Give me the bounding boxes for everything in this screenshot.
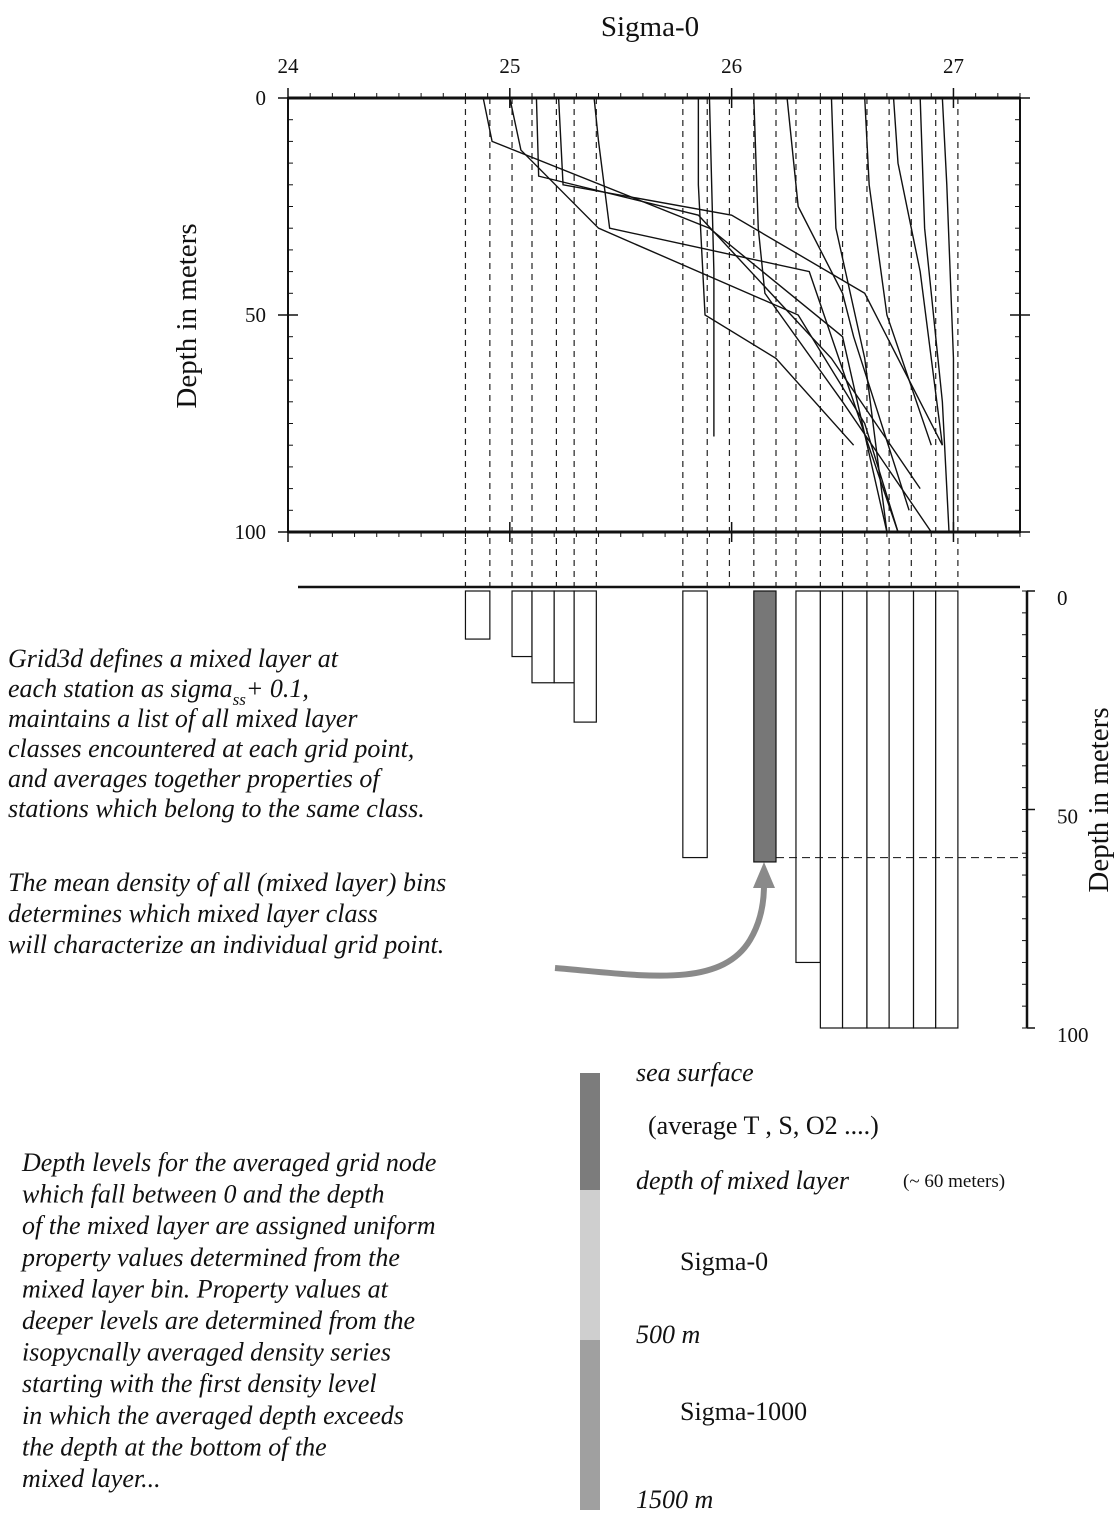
text-line: stations which belong to the same class. (8, 794, 425, 823)
text-line: in which the averaged depth exceeds (22, 1401, 404, 1430)
top-y-label: Depth in meters (171, 223, 203, 408)
x-tick-label: 24 (278, 54, 300, 78)
bar (866, 590, 890, 1029)
legend-text: 500 m (636, 1320, 700, 1349)
y-tick-label: 50 (245, 303, 266, 327)
legend-text: Sigma-1000 (680, 1397, 807, 1426)
text-line: mixed layer bin. Property values at (22, 1274, 389, 1303)
text-line: mixed layer... (22, 1464, 161, 1493)
top-title: Sigma-0 (601, 11, 699, 43)
legend-text: (average T , S, O2 ....) (648, 1111, 879, 1140)
x-tick-label: 26 (721, 54, 742, 78)
text-line: starting with the first density level (22, 1369, 377, 1398)
text-line: will characterize an individual grid poi… (8, 930, 444, 959)
text-line: which fall between 0 and the depth (22, 1180, 385, 1209)
text-line: classes encountered at each grid point, (8, 734, 414, 763)
legend-text: depth of mixed layer (636, 1166, 850, 1195)
bar (888, 590, 915, 1029)
bar (935, 590, 959, 1029)
text-line: Grid3d defines a mixed layer at (8, 644, 339, 673)
y-tick-label: 0 (256, 86, 267, 110)
bar (819, 590, 844, 1029)
text-line: deeper levels are determined from the (22, 1306, 415, 1335)
bar (841, 590, 868, 1029)
text-line: property values determined from the (20, 1243, 400, 1272)
bar (753, 590, 777, 863)
profile-line (753, 97, 932, 533)
text-part: each station as sigma (8, 674, 233, 703)
legend-text: 1500 m (636, 1485, 713, 1514)
text-line: of the mixed layer are assigned uniform (22, 1211, 436, 1240)
y-tick-label: 100 (235, 520, 267, 544)
legend-band-mixed (580, 1073, 600, 1190)
profile-line (830, 97, 888, 533)
text-line: the depth at the bottom of the (22, 1432, 327, 1461)
profile-line (535, 97, 921, 489)
x-tick-label: 25 (499, 54, 520, 78)
profile-line (941, 97, 955, 532)
profile-line (509, 97, 899, 533)
legend-text: (~ 60 meters) (903, 1171, 1005, 1192)
arrow (554, 884, 767, 979)
y-tick-label: 100 (1057, 1023, 1089, 1047)
y-tick-label: 50 (1057, 805, 1078, 829)
legend-band-sigma0 (580, 1190, 600, 1340)
y-tick-label: 0 (1057, 586, 1068, 610)
profile-line (697, 98, 855, 446)
bottom-y-label: Depth in meters (1083, 707, 1115, 892)
bar (573, 590, 597, 723)
text-part: + 0.1, (246, 674, 309, 703)
legend-band-sigma1000 (580, 1340, 600, 1510)
profile-line (892, 97, 944, 446)
profile-line (482, 97, 888, 533)
bar (795, 590, 821, 964)
bar (511, 590, 533, 658)
bar (912, 590, 937, 1029)
plot-frame (287, 97, 1021, 533)
text-line: and averages together properties of (8, 764, 383, 793)
profile-line (557, 97, 943, 446)
profile-line (919, 97, 950, 533)
legend-text: sea surface (636, 1058, 754, 1087)
text-line: The mean density of all (mixed layer) bi… (8, 868, 446, 897)
profile-line (708, 97, 715, 437)
bar (553, 590, 575, 684)
profile-line (786, 97, 910, 511)
text-line: isopycnally averaged density series (22, 1338, 391, 1367)
profile-line (593, 97, 899, 533)
text-line: each station as sigmass+ 0.1, (8, 674, 309, 709)
legend-text: Sigma-0 (680, 1247, 768, 1276)
subscript: ss (233, 690, 247, 709)
bar (682, 590, 708, 859)
bar (531, 590, 555, 684)
profile-line (864, 97, 932, 446)
text-line: Depth levels for the averaged grid node (21, 1148, 436, 1177)
text-line: determines which mixed layer class (8, 899, 378, 928)
x-tick-label: 27 (943, 54, 964, 78)
text-line: maintains a list of all mixed layer (8, 704, 358, 733)
bar (464, 590, 491, 640)
arrow-head (753, 862, 775, 888)
